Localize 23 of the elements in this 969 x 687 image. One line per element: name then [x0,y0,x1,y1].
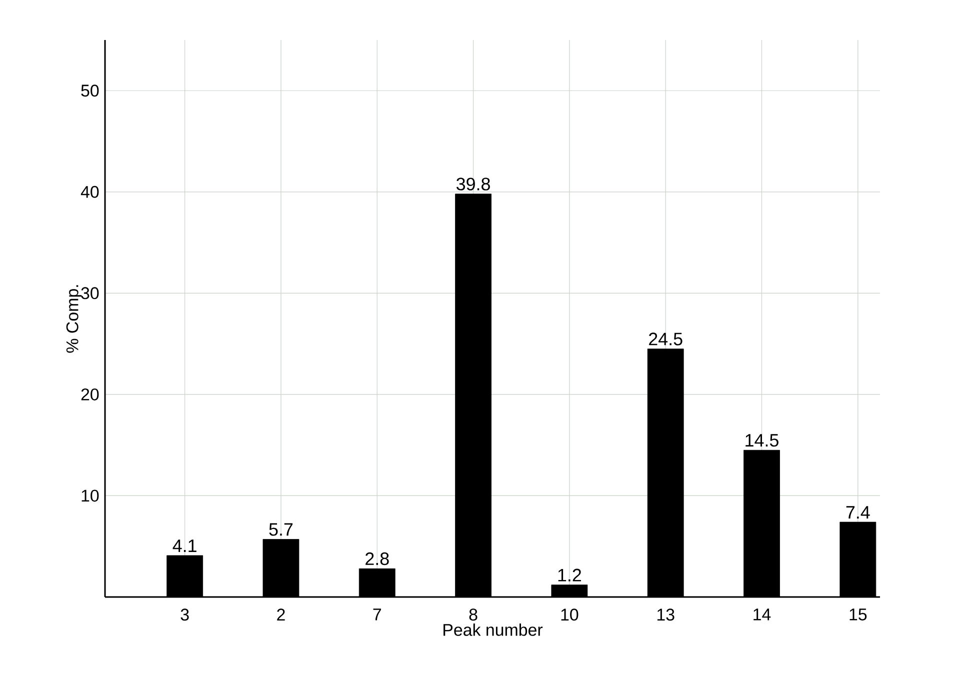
y-tick-label: 20 [81,388,99,400]
x-tick-label: 14 [754,608,771,620]
data-label: 39.8 [456,178,490,190]
data-label: 4.1 [172,540,196,552]
data-label: 7.4 [846,506,870,519]
x-axis-title: Peak number [444,623,543,636]
x-tick-label: 10 [561,608,578,621]
data-label: 5.7 [269,523,293,536]
data-label: 2.8 [366,552,389,566]
data-label: 1.2 [558,568,582,582]
x-tick-label: 13 [657,608,674,621]
data-label: 14.5 [746,434,778,447]
y-tick-label: 30 [81,287,99,300]
y-axis-title: % Comp. [66,285,82,353]
x-tick-label: 15 [850,608,867,620]
x-tick-label: 7 [373,608,381,620]
x-tick-label: 2 [277,608,285,620]
y-tick-label: 50 [81,84,99,97]
y-tick-label: 40 [80,186,99,198]
x-tick-label: 3 [180,608,189,621]
y-tick-label: 10 [82,490,99,502]
data-label: 24.5 [649,332,682,346]
x-tick-label: 8 [469,608,478,621]
